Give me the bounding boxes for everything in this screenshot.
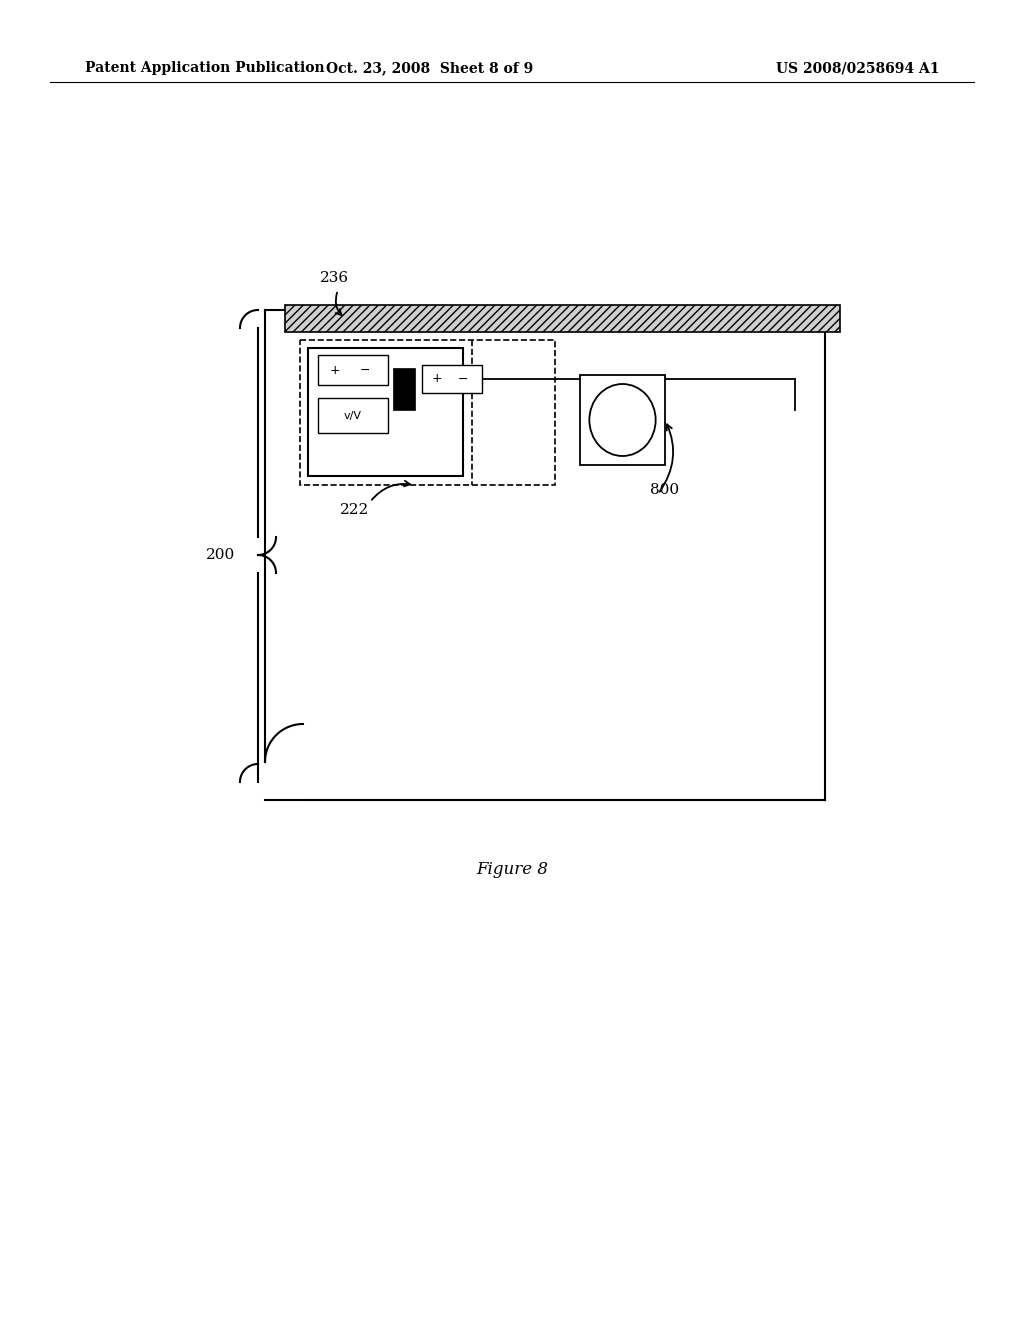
- Text: 236: 236: [319, 271, 349, 285]
- Text: v/V: v/V: [344, 411, 362, 421]
- Text: US 2008/0258694 A1: US 2008/0258694 A1: [776, 61, 940, 75]
- Text: −: −: [360, 363, 371, 376]
- Text: 800: 800: [650, 483, 679, 498]
- Bar: [318, 355, 388, 385]
- Ellipse shape: [590, 384, 655, 455]
- Text: Patent Application Publication: Patent Application Publication: [85, 61, 325, 75]
- Text: Oct. 23, 2008  Sheet 8 of 9: Oct. 23, 2008 Sheet 8 of 9: [327, 61, 534, 75]
- Bar: [393, 368, 415, 411]
- Text: +: +: [330, 363, 341, 376]
- Text: −: −: [458, 372, 469, 385]
- Bar: [422, 366, 482, 393]
- Text: 200: 200: [206, 548, 234, 562]
- Bar: [318, 399, 388, 433]
- Bar: [308, 348, 463, 477]
- Text: +: +: [432, 372, 442, 385]
- Bar: [285, 305, 840, 333]
- Bar: [300, 341, 555, 484]
- Text: Figure 8: Figure 8: [476, 862, 548, 879]
- Bar: [580, 375, 665, 465]
- Text: 222: 222: [340, 503, 370, 517]
